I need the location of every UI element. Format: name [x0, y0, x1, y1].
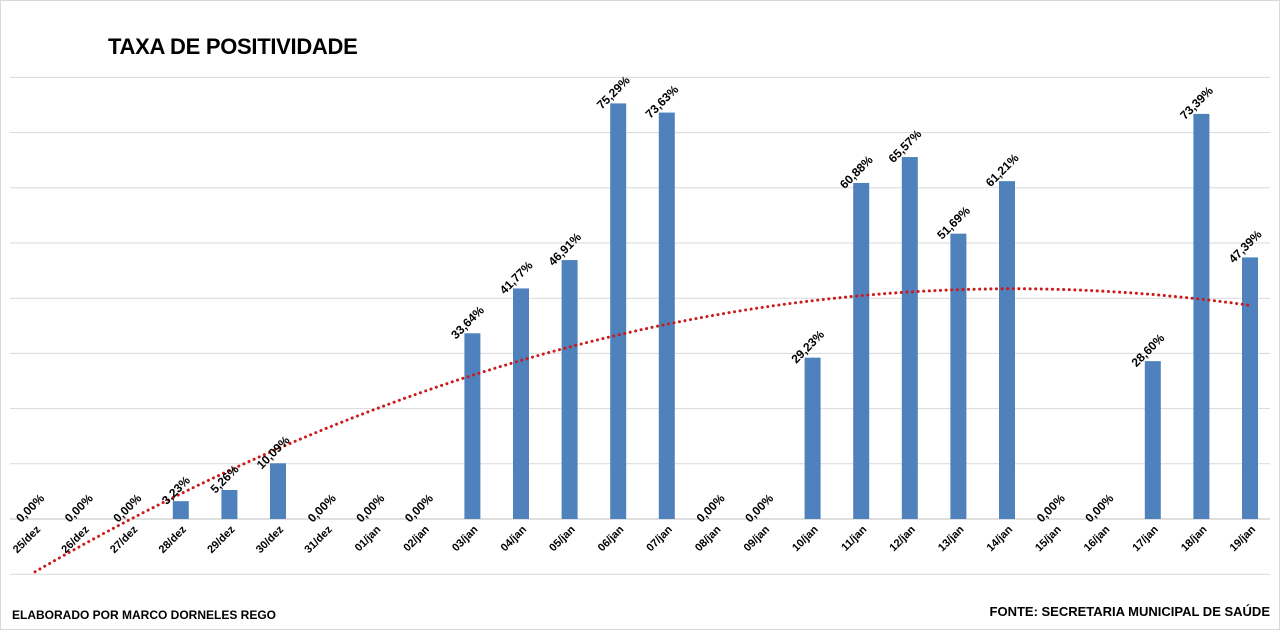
x-tick-label: 07/jan — [644, 523, 675, 554]
data-label: 0,00% — [13, 491, 47, 525]
data-label: 0,00% — [305, 491, 339, 525]
x-tick-label: 10/jan — [790, 523, 821, 554]
data-label: 0,00% — [694, 491, 728, 525]
bar-06/jan — [610, 103, 627, 519]
bar-14/jan — [999, 181, 1015, 520]
x-tick-label: 16/jan — [1082, 523, 1113, 554]
data-label: 0,00% — [1082, 491, 1116, 525]
data-labels: 0,00% 0,00% 0,00%3,23% 5,26%10,09%0,00% 0,00… — [13, 73, 1265, 525]
bar-05/jan — [561, 260, 578, 519]
x-tick-label: 17/jan — [1130, 523, 1161, 554]
bars — [172, 103, 1258, 520]
chart-title: TAXA DE POSITIVIDADE — [108, 34, 358, 59]
x-tick-label: 02/jan — [401, 523, 432, 554]
x-tick-label: 08/jan — [693, 523, 724, 554]
data-label: 0,00% — [742, 491, 776, 525]
x-tick-label: 19/jan — [1228, 523, 1259, 554]
x-tick-label: 29/dez — [205, 523, 238, 556]
x-tick-label: 03/jan — [450, 523, 481, 554]
x-tick-label: 14/jan — [985, 523, 1016, 554]
x-tick-label: 25/dez — [11, 523, 44, 556]
data-source: FONTE: SECRETARIA MUNICIPAL DE SAÚDE — [989, 604, 1270, 619]
data-label: 0,00% — [402, 491, 436, 525]
bar-12/jan — [901, 157, 918, 520]
x-tick-label: 11/jan — [839, 523, 869, 553]
x-tick-label: 15/jan — [1033, 523, 1064, 554]
x-tick-label: 18/jan — [1179, 523, 1210, 554]
x-tick-label: 30/dez — [254, 523, 287, 556]
x-axis-ticks: 25/dez 26/dez 27/dez 28/dez 29/dez 30/dez 31/d… — [11, 523, 1258, 556]
x-tick-label: 01/jan — [353, 523, 384, 554]
x-tick-label: 06/jan — [596, 523, 627, 554]
author-credit: ELABORADO POR MARCO DORNELES REGO — [12, 608, 277, 622]
bar-04/jan — [513, 288, 529, 519]
data-label: 0,00% — [353, 491, 387, 525]
bar-13/jan — [950, 233, 967, 519]
trendline — [33, 287, 1252, 574]
data-label: 0,00% — [62, 491, 96, 525]
data-label: 0,00% — [1034, 491, 1068, 525]
x-tick-label: 31/dez — [302, 523, 335, 556]
bar-18/jan — [1193, 113, 1210, 519]
x-tick-label: 05/jan — [547, 523, 578, 554]
bar-17/jan — [1144, 361, 1161, 519]
x-tick-label: 13/jan — [936, 523, 967, 554]
bar-10/jan — [804, 357, 821, 519]
bar-03/jan — [464, 333, 481, 519]
bar-30/dez — [270, 463, 286, 519]
x-tick-label: 04/jan — [499, 523, 530, 554]
bar-19/jan — [1242, 257, 1258, 519]
bar-11/jan — [853, 182, 870, 520]
bar-28/dez — [172, 501, 189, 519]
x-tick-label: 28/dez — [157, 523, 190, 556]
gridlines — [10, 76, 1270, 575]
x-tick-label: 09/jan — [742, 523, 773, 554]
trendline-path — [33, 287, 1252, 574]
x-tick-label: 12/jan — [887, 523, 918, 554]
bar-07/jan — [658, 112, 675, 519]
bar-29/dez — [221, 489, 238, 519]
x-tick-label: 26/dez — [59, 523, 92, 556]
